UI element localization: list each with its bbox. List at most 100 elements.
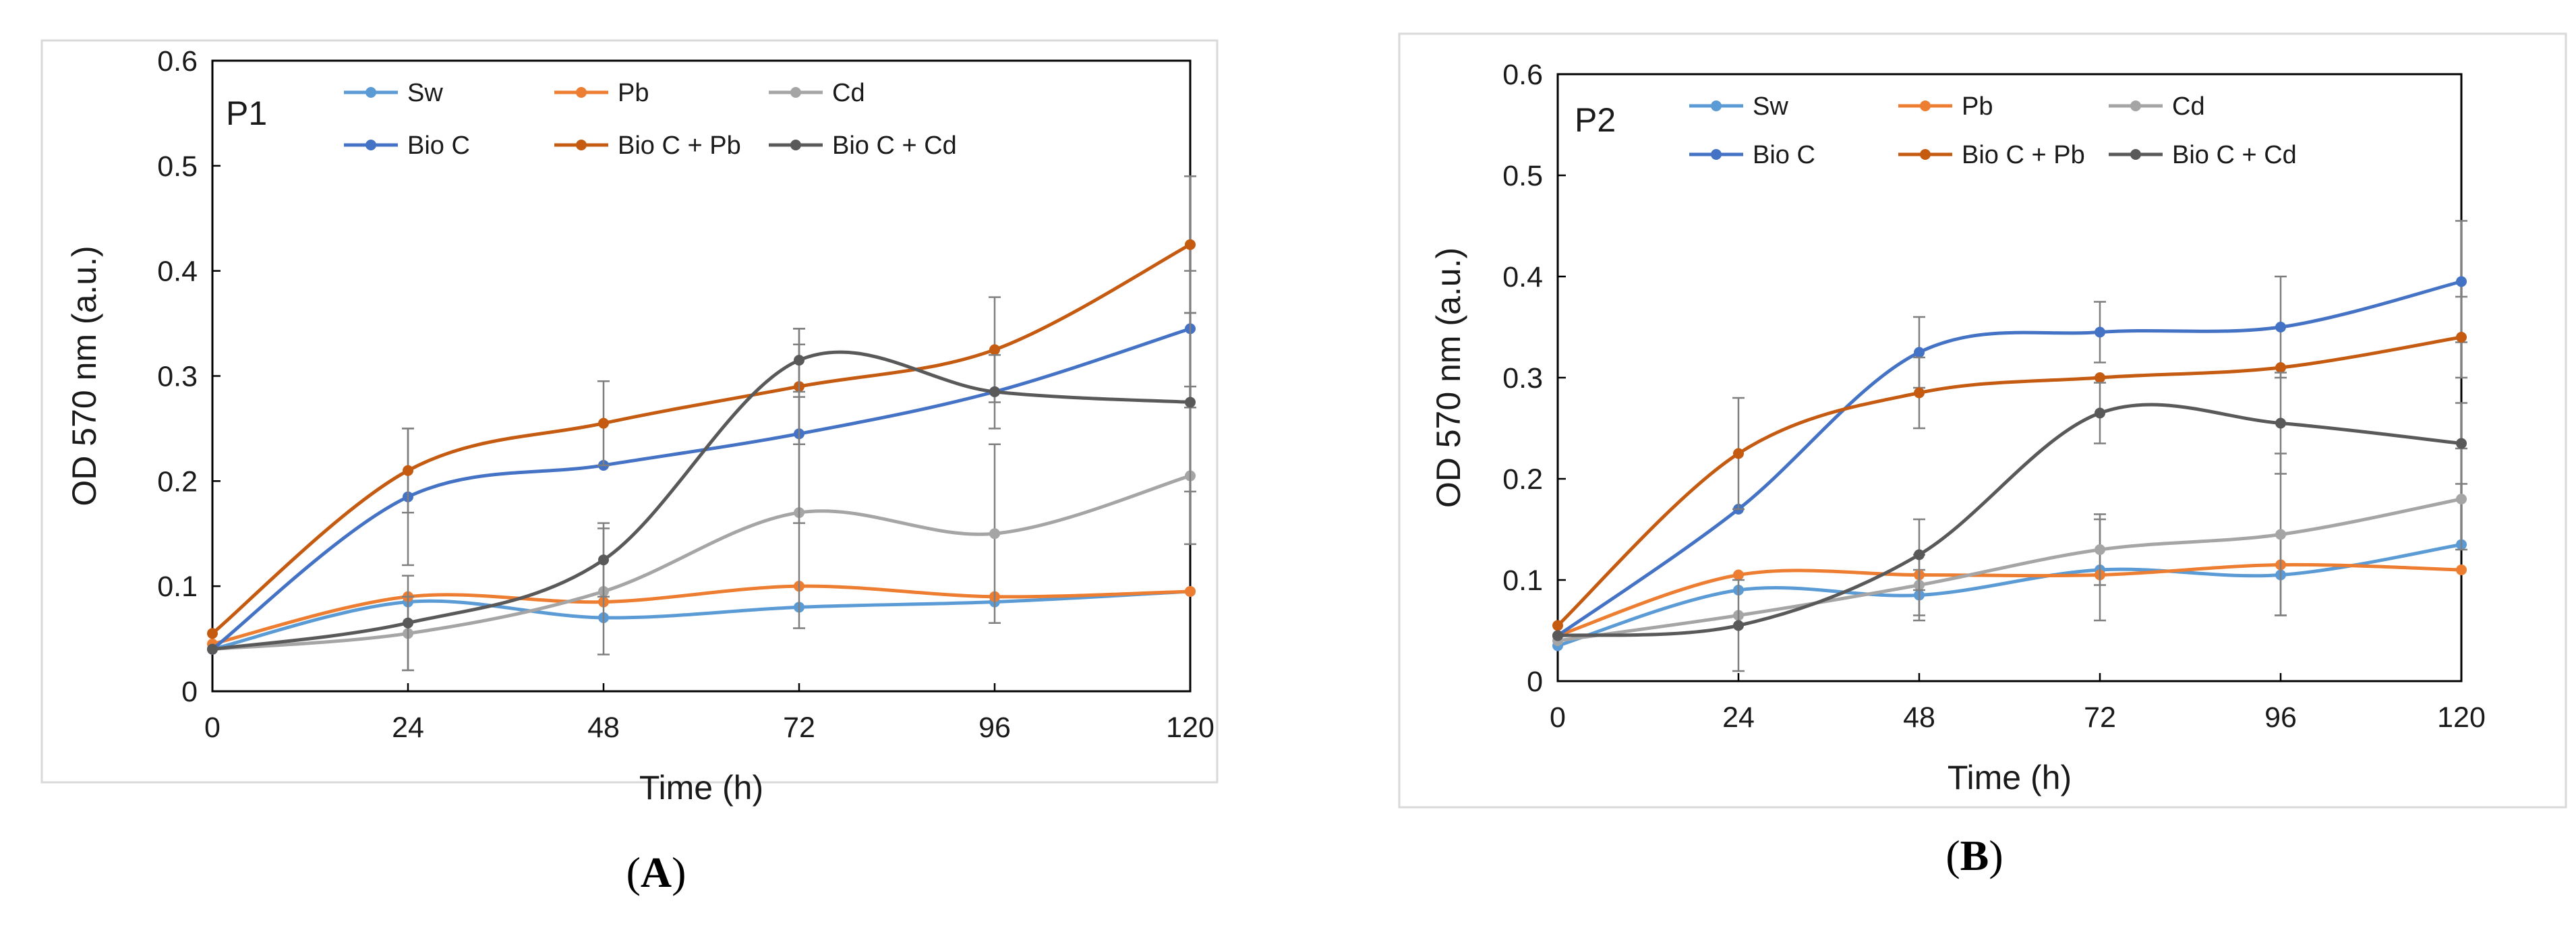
data-point [403, 465, 413, 476]
data-point [1185, 397, 1196, 408]
data-point [2275, 322, 2286, 332]
series-line [211, 326, 1191, 651]
y-tick-label: 0.2 [157, 465, 198, 498]
legend-marker [576, 140, 587, 150]
series-line [212, 474, 1191, 651]
data-point [989, 344, 1000, 355]
series-line [212, 350, 1191, 651]
y-tick-label: 0.6 [157, 45, 198, 78]
chart-panel-p2: 0 0.1 0.2 0.3 0.4 0.5 0.6 0 24 48 72 96 120 OD 570 nm… [1398, 32, 2567, 879]
series-bio-c: Bio C [1552, 141, 2467, 641]
series-pb: Pb [1552, 92, 2467, 641]
legend-label: Sw [1753, 92, 1788, 121]
y-tick-label: 0.4 [1502, 261, 1543, 293]
data-point [2456, 564, 2467, 575]
x-tick-label: 96 [978, 711, 1011, 744]
legend-label: Sw [407, 79, 443, 107]
legend-label: Bio C + Pb [618, 132, 741, 160]
chart-panel-p1: 0 0.1 0.2 0.3 0.4 0.5 0.6 0 24 48 72 96 120 OD 570 nm… [40, 39, 1219, 896]
series-bio-c-pb: Bio C + Pb [1552, 141, 2467, 631]
data-point [403, 617, 413, 629]
caption-open-paren: ( [1945, 832, 1960, 879]
data-point [1733, 569, 1744, 581]
series-line [212, 589, 1191, 651]
x-axis-title: Time (h) [1948, 759, 2072, 796]
series-line [1556, 280, 2462, 637]
data-point [1185, 585, 1196, 597]
legend-marker [1920, 149, 1931, 160]
data-point [989, 386, 1000, 397]
series-line [1557, 562, 2462, 637]
caption-open-paren: ( [626, 848, 641, 896]
data-point [2095, 372, 2105, 383]
y-tick-label: 0.3 [1502, 362, 1543, 395]
x-tick-label: 24 [392, 711, 424, 744]
chart-frame [1398, 32, 2567, 809]
y-tick-label: 0.1 [157, 571, 198, 603]
legend-marker [790, 87, 801, 98]
legend-marker [365, 140, 376, 150]
legend-marker [2130, 100, 2141, 111]
series-line [1556, 335, 2462, 627]
legend-marker [1920, 100, 1931, 111]
data-point [1552, 620, 1563, 631]
data-point [2275, 417, 2286, 429]
data-point [2275, 362, 2286, 373]
y-tick-label: 0.5 [1502, 160, 1543, 192]
y-tick-label: 0.1 [1502, 564, 1543, 597]
series-line [1557, 543, 2462, 647]
data-point [2095, 407, 2105, 419]
panel-title: P1 [226, 94, 267, 132]
data-point [989, 528, 1000, 540]
data-point [207, 628, 218, 639]
legend-label: Pb [618, 79, 649, 107]
y-tick-label: 0 [1527, 666, 1543, 698]
y-axis-title: OD 570 nm (a.u.) [1430, 248, 1467, 508]
caption-close-paren: ) [1989, 832, 2003, 879]
legend-marker [576, 87, 587, 98]
data-point [1914, 387, 1925, 399]
data-point [2456, 438, 2467, 449]
legend-label: Bio C + Pb [1962, 141, 2085, 169]
chart-frame [40, 39, 1219, 784]
data-point [2456, 276, 2467, 287]
panel-caption: (A) [626, 848, 686, 896]
x-tick-label: 24 [1722, 701, 1755, 734]
legend-marker [1711, 100, 1722, 111]
legend-label: Pb [1962, 92, 1993, 121]
data-point [1185, 239, 1196, 250]
series-line [212, 584, 1191, 646]
legend-marker [365, 87, 376, 98]
x-tick-label: 72 [783, 711, 815, 744]
x-tick-label: 0 [204, 711, 221, 744]
data-point [1914, 549, 1925, 560]
data-point [1552, 630, 1563, 641]
series-cd: Cd [1552, 92, 2467, 646]
y-tick-label: 0 [181, 676, 198, 708]
panel-caption: (B) [1945, 832, 2003, 879]
x-tick-label: 96 [2264, 701, 2297, 734]
x-tick-label: 120 [1166, 711, 1214, 744]
x-tick-label: 120 [2437, 701, 2486, 734]
panel-title: P2 [1575, 101, 1616, 139]
data-point [794, 355, 804, 366]
series-line [1557, 403, 2462, 637]
data-point [2456, 494, 2467, 504]
x-axis-title: Time (h) [639, 769, 763, 807]
y-tick-label: 0.2 [1502, 463, 1543, 496]
x-tick-label: 48 [587, 711, 620, 744]
legend-label: Bio C + Cd [2172, 141, 2297, 169]
y-axis-title: OD 570 nm (a.u.) [65, 245, 103, 506]
legend-marker [1711, 149, 1722, 160]
legend-marker [790, 140, 801, 150]
legend-label: Bio C [407, 132, 470, 160]
data-point [2275, 529, 2286, 540]
x-tick-label: 0 [1550, 701, 1566, 734]
data-point [2095, 326, 2105, 338]
series-bio-c-cd: Bio C + Cd [1552, 141, 2467, 672]
caption-letter: A [641, 848, 672, 896]
data-point [2456, 332, 2467, 343]
data-point [598, 554, 609, 566]
series-line [1557, 497, 2462, 643]
